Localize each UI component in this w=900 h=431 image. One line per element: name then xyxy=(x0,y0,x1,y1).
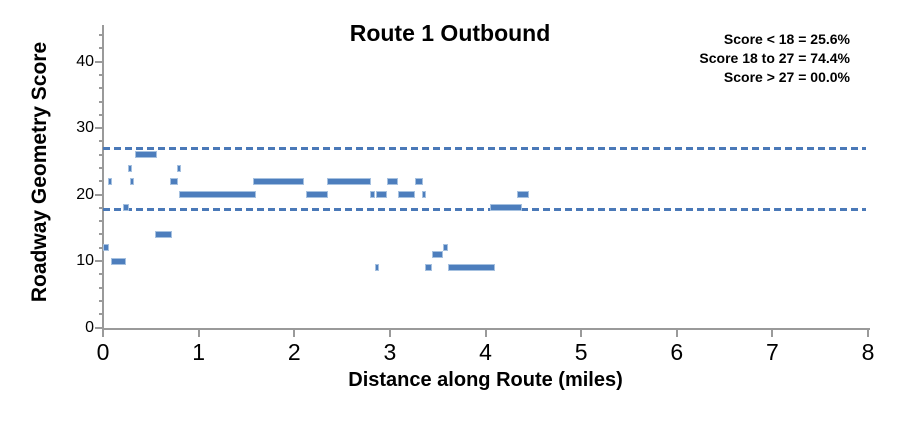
y-tick-label: 20 xyxy=(76,185,94,203)
y-tick-label: 10 xyxy=(76,252,94,270)
marker-segment xyxy=(369,191,375,199)
marker-segment xyxy=(443,244,449,252)
y-axis-minor-tick xyxy=(99,87,103,90)
marker-segment xyxy=(425,264,432,272)
threshold-line-upper xyxy=(103,146,866,150)
y-axis-minor-tick xyxy=(99,233,103,236)
x-tick-label: 0 xyxy=(96,339,110,365)
marker-segment xyxy=(103,244,109,252)
y-axis-minor-tick xyxy=(99,47,103,50)
x-tick-label: 1 xyxy=(192,339,206,365)
chart-title: Route 1 Outbound xyxy=(349,20,551,46)
marker-segment xyxy=(169,177,178,185)
y-axis-major-tick xyxy=(95,193,103,196)
marker-segment xyxy=(387,177,398,185)
marker-segment xyxy=(490,204,522,212)
marker-segment xyxy=(326,177,371,185)
marker-segment xyxy=(253,177,304,185)
annotation-line-score-above-27: Score > 27 = 00.0% xyxy=(723,69,850,85)
x-axis-tick xyxy=(197,330,200,337)
x-axis-tick xyxy=(771,330,774,337)
x-tick-label: 7 xyxy=(765,339,779,365)
x-tick-label: 8 xyxy=(861,339,875,365)
y-axis-major-tick xyxy=(95,60,103,63)
y-axis-minor-tick xyxy=(99,167,103,170)
threshold-line-lower xyxy=(103,208,866,212)
y-axis-minor-tick xyxy=(99,206,103,209)
marker-segment xyxy=(374,264,379,272)
x-axis-title: Distance along Route (miles) xyxy=(348,369,623,391)
y-axis-minor-tick xyxy=(99,74,103,76)
marker-segment xyxy=(107,177,112,185)
y-axis-minor-tick xyxy=(99,140,103,143)
marker-segment xyxy=(397,191,415,199)
annotation-line-score-18-to-27: Score 18 to 27 = 74.4% xyxy=(699,50,850,66)
x-axis-tick xyxy=(102,330,104,337)
x-tick-label: 6 xyxy=(670,339,684,365)
x-tick-label: 4 xyxy=(479,339,492,365)
y-axis-minor-tick xyxy=(99,273,103,276)
x-axis-tick xyxy=(867,330,869,337)
marker-segment xyxy=(154,230,172,238)
y-axis-minor-tick xyxy=(99,113,103,116)
y-axis-minor-tick xyxy=(99,34,103,37)
marker-segment xyxy=(110,257,126,265)
marker-segment xyxy=(176,164,181,172)
annotation-line-score-below-18: Score < 18 = 25.6% xyxy=(723,31,850,47)
marker-segment xyxy=(305,191,328,199)
y-tick-label: 0 xyxy=(85,318,94,336)
marker-segment xyxy=(448,264,496,272)
y-axis-line xyxy=(102,25,104,331)
y-axis-major-tick xyxy=(95,326,103,329)
marker-segment xyxy=(376,191,387,199)
x-tick-label: 3 xyxy=(383,339,397,365)
x-axis-tick xyxy=(293,330,296,337)
y-axis-minor-tick xyxy=(99,153,103,156)
y-axis-minor-tick xyxy=(99,246,103,249)
y-axis-minor-tick xyxy=(99,299,103,302)
marker-segment xyxy=(127,164,132,172)
marker-segment xyxy=(134,151,157,159)
marker-segment xyxy=(422,191,427,199)
marker-segment xyxy=(414,177,424,185)
x-axis-line xyxy=(102,328,870,330)
y-axis-minor-tick xyxy=(99,220,103,223)
y-tick-label: 40 xyxy=(76,52,94,70)
marker-segment xyxy=(129,177,134,185)
y-axis-minor-tick xyxy=(99,100,103,103)
x-axis-tick xyxy=(484,330,487,337)
x-axis-tick xyxy=(580,330,583,337)
x-tick-label: 5 xyxy=(574,339,588,365)
x-tick-label: 2 xyxy=(287,339,301,365)
y-tick-label: 30 xyxy=(76,119,94,137)
y-axis-major-tick xyxy=(95,127,103,130)
y-axis-minor-tick xyxy=(99,313,103,316)
x-axis-tick xyxy=(675,330,678,337)
x-axis-tick xyxy=(388,330,391,337)
marker-segment xyxy=(517,191,530,199)
marker-segment xyxy=(178,191,256,199)
marker-segment xyxy=(123,204,129,212)
y-axis-minor-tick xyxy=(99,286,103,289)
y-axis-minor-tick xyxy=(99,180,103,183)
y-axis-major-tick xyxy=(95,260,103,263)
score-distribution-annotation: Score < 18 = 25.6% Score 18 to 27 = 74.4… xyxy=(699,30,850,87)
marker-segment xyxy=(431,250,444,258)
